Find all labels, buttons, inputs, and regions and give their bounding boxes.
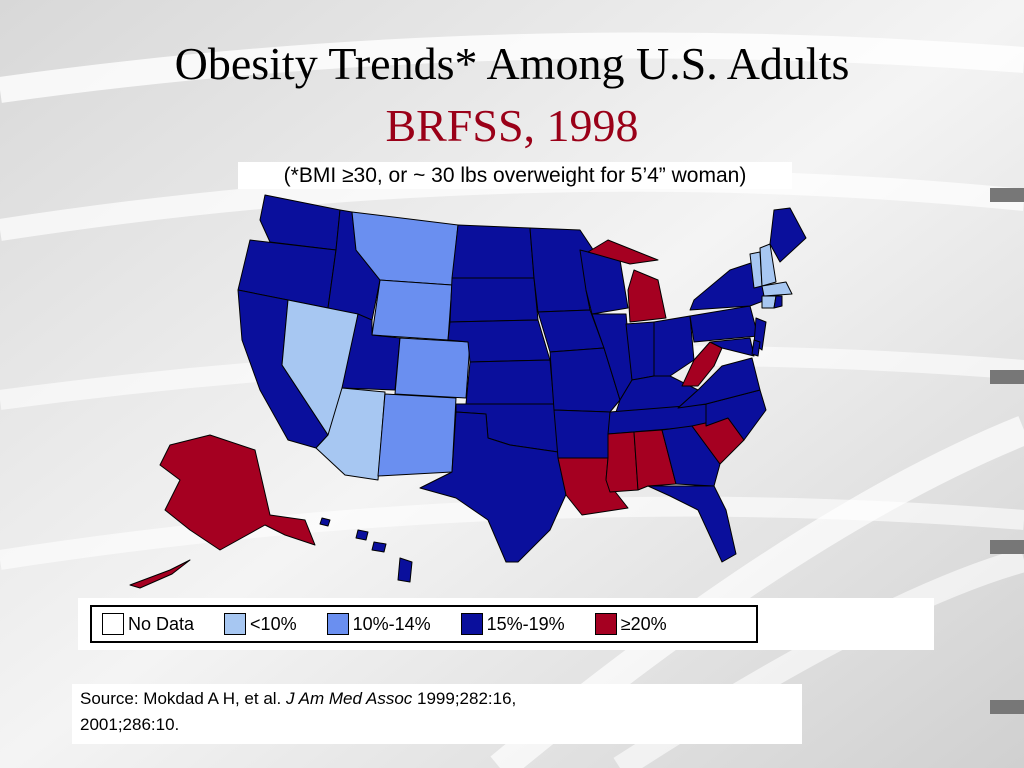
source-citation: Source: Mokdad A H, et al. J Am Med Asso…	[72, 684, 802, 744]
source-line2: 2001;286:10.	[80, 715, 180, 734]
state-hawaii-4	[397, 557, 413, 583]
state-arizona	[315, 387, 386, 481]
state-ohio	[653, 315, 695, 377]
state-maine	[769, 207, 807, 263]
legend-item-no-data: No Data	[102, 613, 194, 635]
slide-title: Obesity Trends* Among U.S. Adults	[174, 38, 850, 89]
state-missouri	[549, 347, 621, 413]
slide-subtitle-year: BRFSS, 1998	[385, 100, 639, 151]
state-new-hampshire	[759, 243, 777, 287]
legend-label: <10%	[250, 613, 297, 634]
legend-swatch	[460, 613, 483, 635]
state-kansas	[465, 359, 555, 405]
state-pennsylvania	[689, 305, 759, 343]
state-rhode-island	[773, 295, 783, 309]
state-georgia	[661, 425, 721, 487]
legend-swatch	[102, 613, 124, 635]
legend: No Data <10% 10%-14% 15%-19% ≥20%	[90, 605, 758, 643]
source-journal: J Am Med Assoc	[286, 689, 413, 708]
state-michigan-lower	[627, 269, 667, 323]
legend-swatch	[224, 613, 247, 635]
state-south-dakota	[449, 277, 539, 323]
state-washington	[259, 194, 341, 251]
state-new-mexico	[377, 393, 457, 477]
state-hawaii-1	[319, 517, 331, 527]
legend-item-15-19: 15%-19%	[460, 613, 565, 635]
state-colorado	[394, 337, 471, 399]
state-texas	[419, 411, 569, 563]
legend-swatch	[594, 613, 617, 635]
legend-swatch	[326, 613, 349, 635]
state-virginia	[677, 357, 761, 409]
us-obesity-map	[129, 194, 807, 589]
state-michigan-upper	[587, 239, 659, 265]
state-arkansas	[553, 409, 611, 459]
legend-label: 15%-19%	[486, 613, 565, 634]
legend-item-lt10: <10%	[224, 613, 297, 635]
bmi-note: (*BMI ≥30, or ~ 30 lbs overweight for 5’…	[238, 162, 792, 189]
state-florida	[647, 485, 737, 563]
state-delaware	[751, 339, 761, 357]
state-north-dakota	[451, 224, 535, 279]
legend-panel: No Data <10% 10%-14% 15%-19% ≥20%	[78, 598, 934, 650]
state-alaska	[159, 434, 316, 551]
legend-item-ge20: ≥20%	[594, 613, 667, 635]
source-prefix: Source: Mokdad A H, et al.	[80, 689, 287, 708]
state-alaska-islands	[129, 559, 191, 589]
source-suffix: 1999;282:16,	[412, 689, 517, 708]
state-mississippi	[605, 431, 639, 493]
state-hawaii-3	[371, 541, 387, 553]
state-maryland	[709, 337, 755, 357]
state-massachusetts	[761, 281, 793, 297]
legend-label: 10%-14%	[352, 613, 431, 634]
legend-label: No Data	[128, 613, 195, 634]
state-hawaii-2	[355, 529, 369, 541]
legend-item-10-14: 10%-14%	[326, 613, 431, 635]
state-wyoming	[371, 279, 453, 341]
legend-label: ≥20%	[620, 613, 667, 634]
